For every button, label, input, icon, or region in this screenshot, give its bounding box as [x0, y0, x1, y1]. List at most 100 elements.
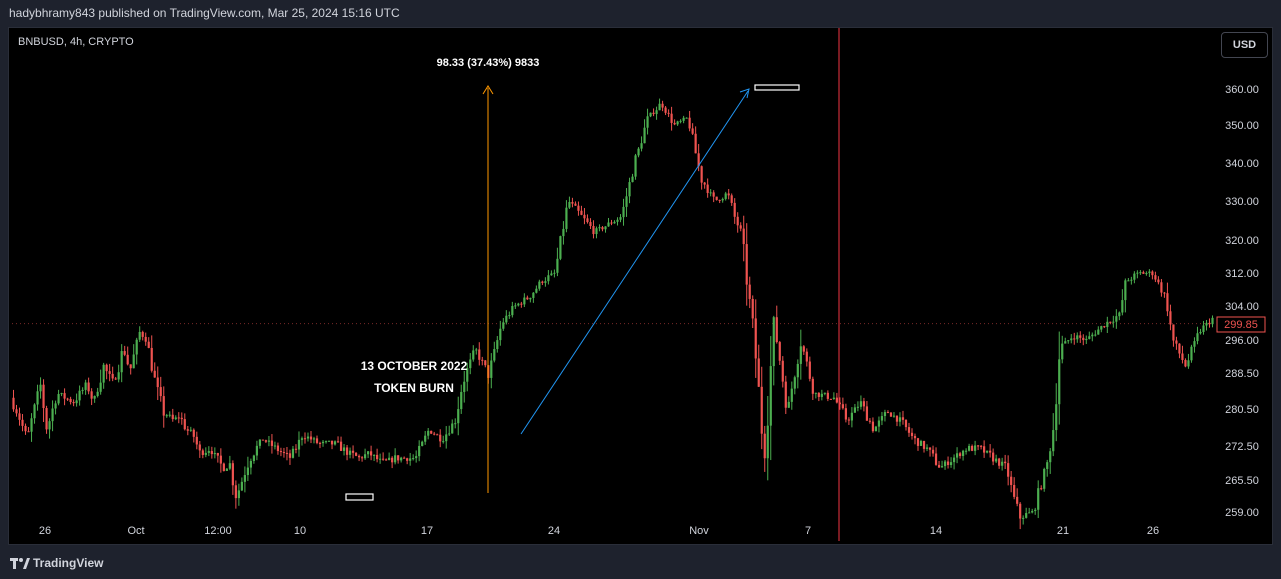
candle-body: [697, 153, 700, 167]
candle-body: [778, 342, 781, 361]
candle-body: [219, 455, 222, 464]
measure-arrow-icon: [482, 85, 494, 95]
footer: TradingView: [0, 546, 1281, 579]
candle-body: [409, 458, 412, 461]
candle-body: [511, 306, 514, 316]
candle-body: [1211, 317, 1214, 325]
candle-body: [403, 457, 406, 459]
candle-body: [964, 450, 968, 452]
candle-body: [1190, 346, 1193, 361]
candle-body: [1022, 517, 1025, 519]
candle-body: [565, 207, 568, 229]
candle-body: [1178, 343, 1181, 354]
candle-body: [475, 349, 478, 351]
candle-body: [303, 438, 307, 440]
candle-body: [445, 434, 448, 442]
candle-body: [826, 392, 829, 399]
candle-body: [544, 281, 547, 283]
candle-body: [1205, 322, 1208, 326]
high-marker-box[interactable]: [754, 84, 800, 91]
candle-body: [150, 347, 153, 371]
time-axis[interactable]: 26 Oct 12:00 10 17 24 Nov 7 14 21 26: [39, 525, 1159, 537]
candle-body: [1157, 279, 1160, 283]
candle-body: [664, 107, 667, 113]
publisher-header: hadybhramy843 published on TradingView.c…: [0, 0, 1281, 27]
candle-body: [228, 463, 231, 469]
candle-body: [643, 127, 646, 144]
candle-body: [105, 364, 108, 372]
price-axis[interactable]: 360.00 350.00 340.00 330.00 320.00 312.00 304.…: [1225, 84, 1259, 519]
candle-body: [231, 463, 234, 486]
candle-body: [895, 415, 899, 422]
candle-body: [658, 103, 661, 111]
candle-body: [33, 404, 36, 419]
candle-body: [553, 272, 556, 274]
candle-body: [865, 406, 869, 421]
measure-label: 98.33 (37.43%) 9833: [437, 57, 540, 69]
candle-body: [394, 455, 397, 463]
candle-body: [1052, 430, 1055, 452]
chart-frame[interactable]: [8, 27, 1273, 545]
candle-body: [126, 354, 129, 365]
candle-body: [366, 451, 370, 455]
candlestick-series[interactable]: [12, 98, 1214, 530]
trend-line[interactable]: [520, 90, 749, 435]
candle-body: [306, 436, 310, 439]
candle-body: [538, 281, 541, 289]
candle-body: [1076, 335, 1079, 340]
candle-body: [655, 110, 658, 115]
chart-drawings[interactable]: [345, 28, 840, 541]
candle-body: [1058, 359, 1061, 405]
time-tick-label: 26: [1147, 525, 1159, 537]
candle-body: [261, 439, 265, 441]
candle-body: [571, 202, 574, 204]
candle-body: [784, 381, 787, 408]
candle-body: [763, 433, 766, 459]
candle-body: [694, 133, 697, 154]
candle-body: [970, 445, 974, 451]
price-tick-label: 296.00: [1225, 335, 1259, 347]
candle-body: [327, 440, 331, 442]
candle-body: [595, 228, 598, 235]
candle-body: [177, 417, 180, 419]
candle-body: [532, 292, 535, 298]
candle-body: [48, 421, 51, 430]
time-tick-label: 24: [548, 525, 560, 537]
candle-body: [922, 441, 926, 449]
candle-body: [213, 453, 216, 455]
candle-body: [832, 397, 835, 399]
candle-body: [520, 303, 523, 305]
candle-body: [1169, 311, 1172, 325]
candle-body: [1049, 451, 1052, 463]
candle-body: [850, 412, 853, 421]
candle-body: [180, 417, 183, 420]
candle-body: [925, 447, 929, 449]
candle-body: [628, 182, 631, 197]
candle-body: [916, 438, 920, 446]
candle-body: [258, 439, 262, 446]
candle-body: [60, 393, 63, 395]
candle-body: [171, 414, 174, 420]
candle-body: [318, 442, 322, 444]
candle-body: [330, 440, 334, 445]
candle-body: [874, 426, 878, 432]
candle-body: [868, 420, 872, 422]
candle-body: [748, 284, 751, 299]
candle-body: [496, 340, 499, 350]
candle-body: [357, 455, 361, 458]
low-marker-box[interactable]: [345, 493, 374, 501]
candle-body: [781, 360, 784, 382]
candle-body: [977, 445, 980, 447]
candle-body: [300, 438, 304, 440]
candle-body: [989, 450, 992, 453]
candle-body: [1088, 336, 1091, 339]
currency-button[interactable]: USD: [1221, 32, 1268, 58]
candle-body: [754, 318, 757, 359]
candle-body: [282, 451, 286, 453]
candle-body: [992, 452, 995, 462]
time-tick-label: 21: [1057, 525, 1069, 537]
candle-body: [796, 363, 799, 378]
candle-body: [1109, 321, 1112, 323]
candle-body: [1073, 338, 1076, 340]
